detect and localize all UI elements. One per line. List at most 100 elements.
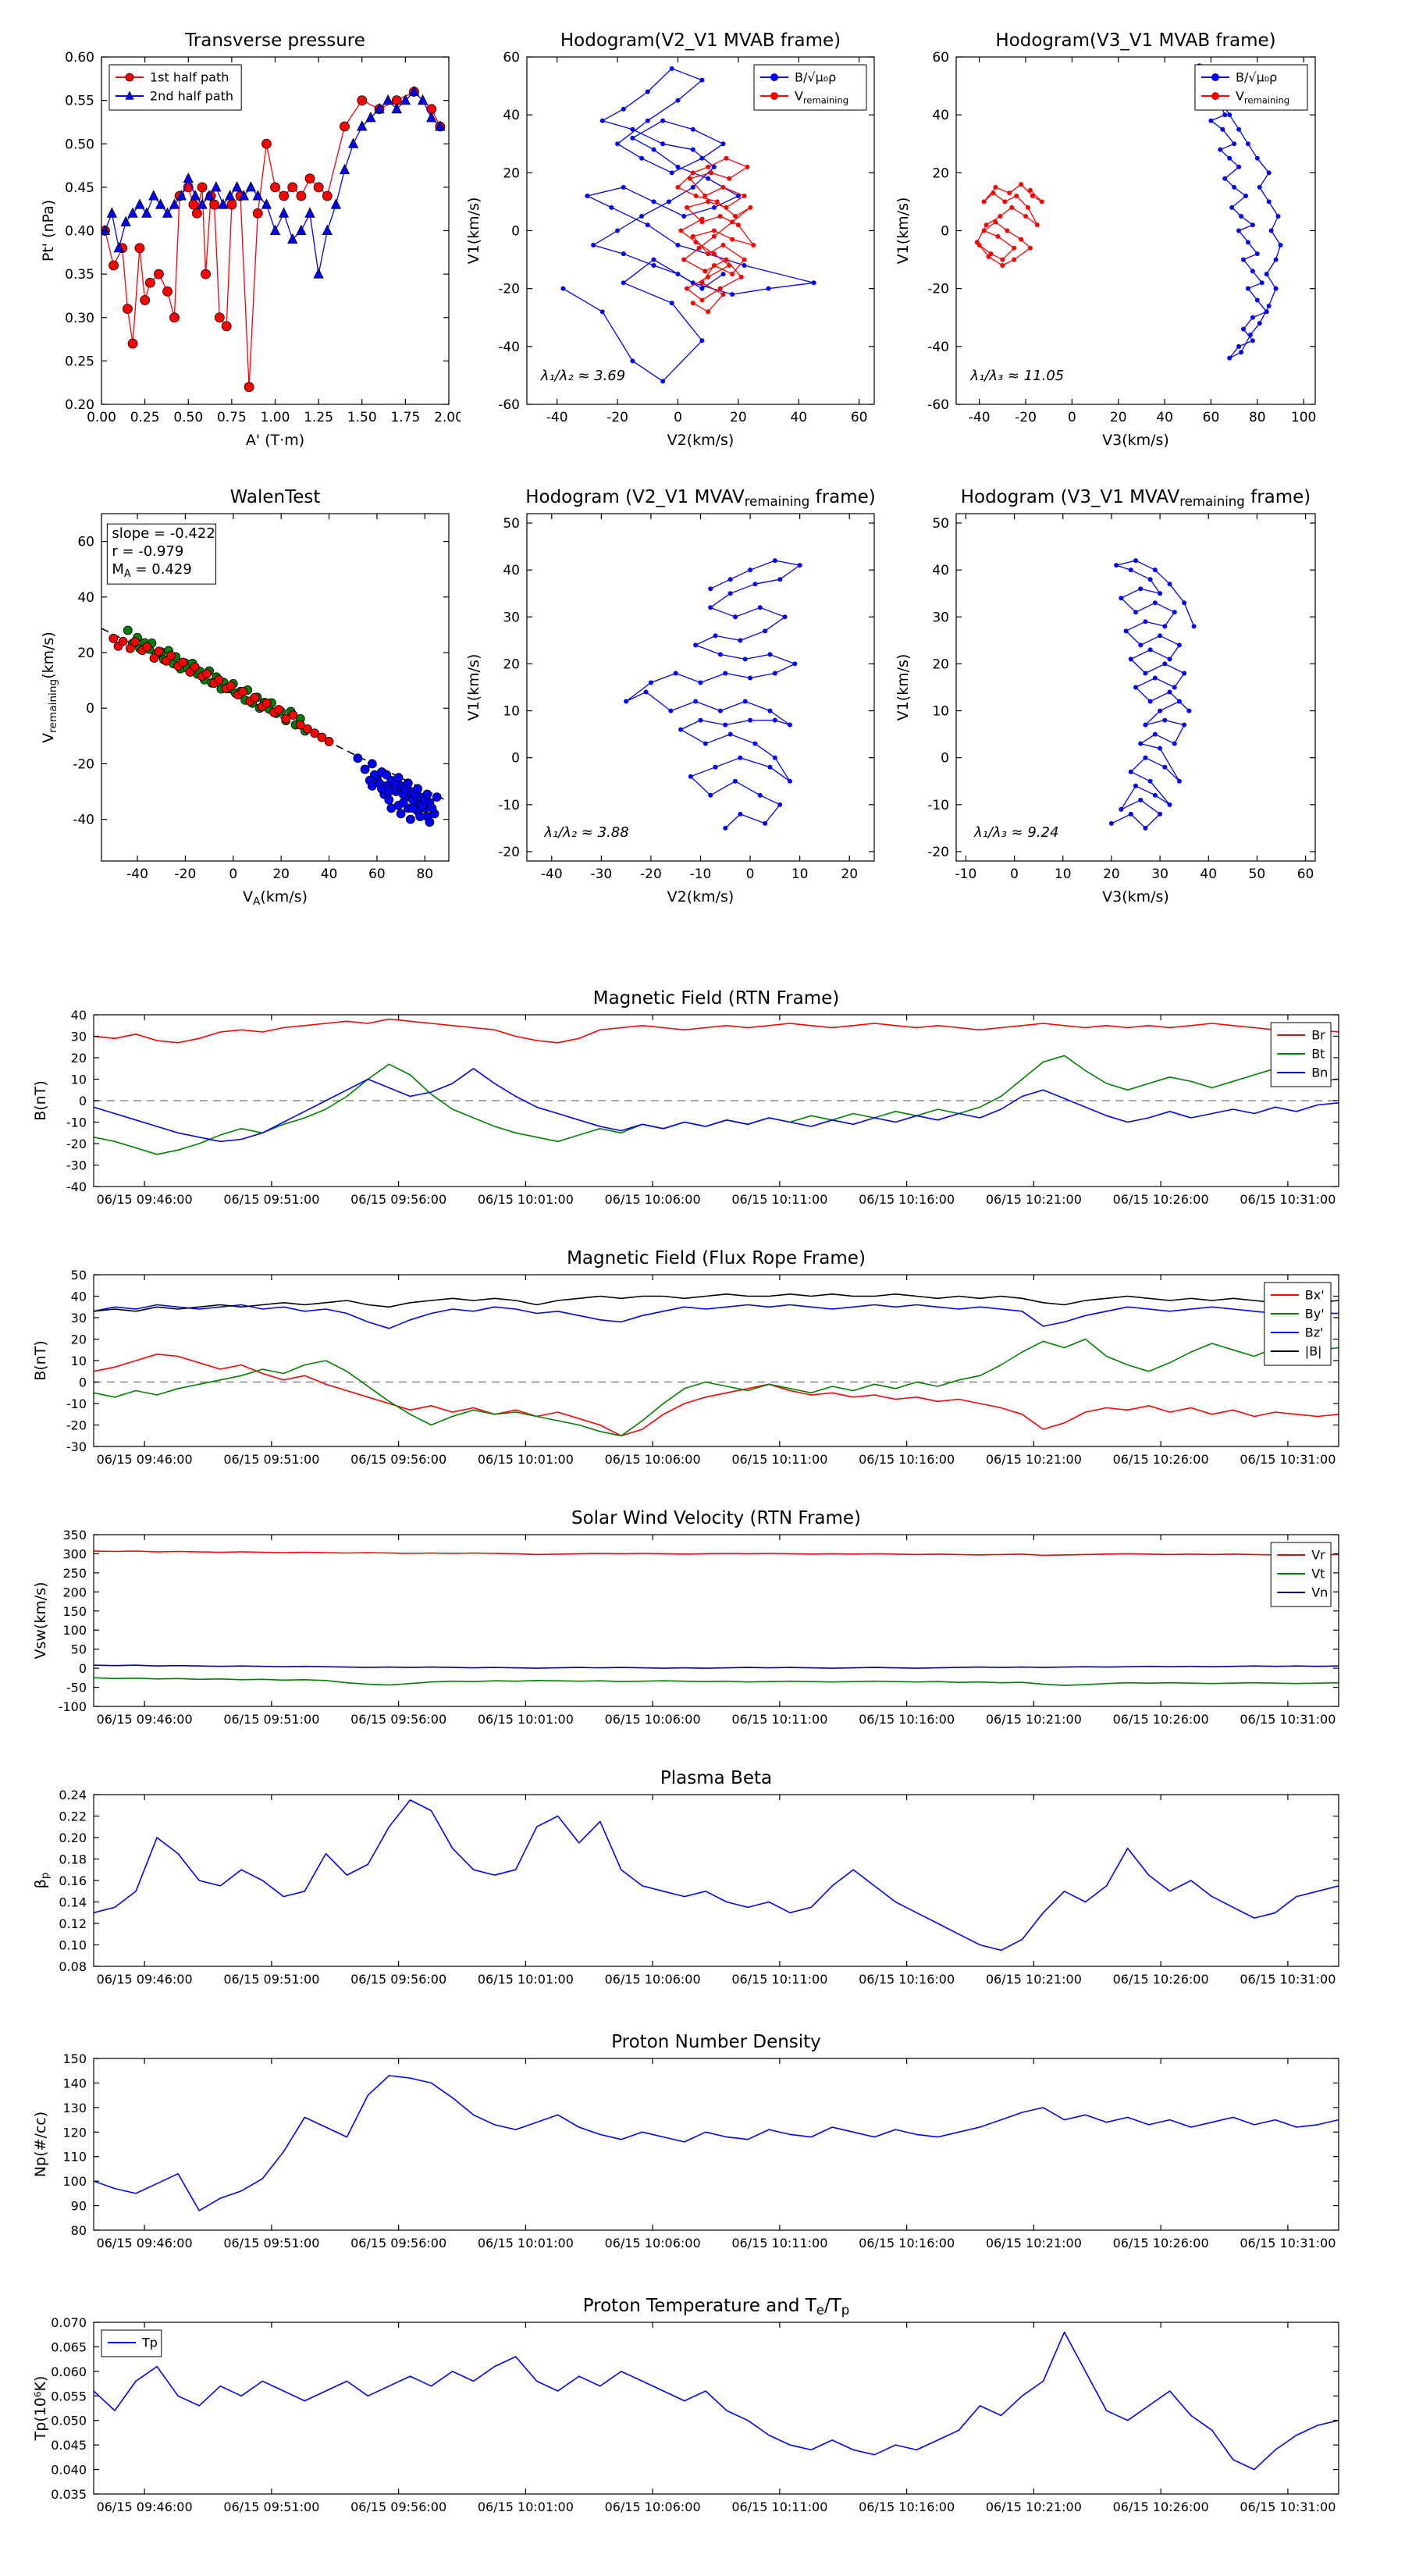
svg-text:1.25: 1.25 — [304, 410, 333, 425]
svg-text:0.12: 0.12 — [59, 1916, 87, 1931]
svg-text:60: 60 — [1297, 866, 1314, 882]
svg-text:Bn: Bn — [1311, 1066, 1328, 1080]
svg-text:1.00: 1.00 — [261, 410, 290, 425]
svg-text:100: 100 — [62, 1623, 87, 1638]
svg-text:0.050: 0.050 — [51, 2414, 87, 2428]
svg-text:0.18: 0.18 — [59, 1852, 87, 1867]
svg-text:20: 20 — [1103, 866, 1120, 882]
svg-text:110: 110 — [62, 2150, 87, 2165]
svg-text:20: 20 — [841, 866, 858, 882]
svg-text:Proton Temperature and Te/Tp: Proton Temperature and Te/Tp — [583, 2296, 850, 2318]
svg-text:06/15 10:11:00: 06/15 10:11:00 — [731, 1972, 827, 1987]
ts2-svg: 06/15 09:46:00 06/15 09:51:00 06/15 09:56:… — [32, 1248, 1339, 1467]
svg-text:06/15 10:16:00: 06/15 10:16:00 — [859, 2500, 955, 2514]
proton-temperature-chart: 06/15 09:46:00 06/15 09:51:00 06/15 09:56:… — [16, 2287, 1389, 2529]
svg-text:06/15 10:16:00: 06/15 10:16:00 — [859, 1192, 955, 1207]
svg-text:1.50: 1.50 — [347, 410, 377, 425]
svg-text:0: 0 — [79, 1375, 87, 1390]
svg-text:Np(#/cc): Np(#/cc) — [32, 2112, 49, 2177]
svg-text:-30: -30 — [590, 866, 612, 882]
svg-text:06/15 10:06:00: 06/15 10:06:00 — [605, 1452, 701, 1467]
svg-text:Vremaining(km/s): Vremaining(km/s) — [40, 632, 59, 743]
svg-text:0.22: 0.22 — [59, 1809, 87, 1824]
svg-text:40: 40 — [1200, 866, 1217, 882]
ts5-svg: 06/15 09:46:00 06/15 09:51:00 06/15 09:56:… — [32, 2032, 1339, 2250]
svg-text:Pt' (nPa): Pt' (nPa) — [40, 200, 57, 262]
svg-text:06/15 10:21:00: 06/15 10:21:00 — [986, 2236, 1082, 2250]
svg-text:06/15 09:46:00: 06/15 09:46:00 — [97, 2236, 193, 2250]
svg-text:0.24: 0.24 — [59, 1788, 87, 1802]
svg-text:V3(km/s): V3(km/s) — [1102, 888, 1169, 906]
svg-text:Hodogram(V2_V1 MVAB frame): Hodogram(V2_V1 MVAB frame) — [560, 30, 841, 51]
svg-text:-20: -20 — [175, 866, 197, 882]
svg-text:0: 0 — [1068, 410, 1076, 425]
svg-text:40: 40 — [932, 108, 949, 123]
svg-text:06/15 09:46:00: 06/15 09:46:00 — [97, 1192, 193, 1207]
svg-text:06/15 09:56:00: 06/15 09:56:00 — [350, 1712, 446, 1727]
svg-text:40: 40 — [71, 1290, 87, 1304]
svg-text:06/15 10:16:00: 06/15 10:16:00 — [859, 1452, 955, 1467]
svg-text:06/15 10:31:00: 06/15 10:31:00 — [1240, 1972, 1336, 1987]
svg-text:40: 40 — [503, 563, 520, 578]
hodogram-v2v1-mvab-chart: -40 -20 0 20 40 60 -60 -40 -20 0 20 40 60 Hodogram(V2… — [449, 20, 886, 461]
svg-text:10: 10 — [71, 1354, 87, 1368]
svg-text:0.065: 0.065 — [51, 2339, 87, 2354]
svg-text:Magnetic Field (RTN Frame): Magnetic Field (RTN Frame) — [593, 988, 840, 1009]
svg-text:60: 60 — [932, 50, 949, 66]
svg-text:60: 60 — [1203, 410, 1220, 425]
svg-text:06/15 09:46:00: 06/15 09:46:00 — [97, 1972, 193, 1987]
p6-svg: -10 0 10 20 30 40 50 60 -20 -10 0 10 20 30 40 50 Hodogra… — [895, 487, 1316, 906]
svg-text:10: 10 — [1055, 866, 1072, 882]
svg-text:Vt: Vt — [1311, 1567, 1325, 1582]
svg-text:06/15 09:56:00: 06/15 09:56:00 — [350, 1972, 446, 1987]
svg-text:06/15 10:06:00: 06/15 10:06:00 — [605, 2500, 701, 2514]
svg-text:06/15 10:26:00: 06/15 10:26:00 — [1113, 2236, 1209, 2250]
svg-text:06/15 10:26:00: 06/15 10:26:00 — [1113, 1712, 1209, 1727]
svg-text:06/15 10:06:00: 06/15 10:06:00 — [605, 1192, 701, 1207]
svg-text:0.00: 0.00 — [87, 410, 116, 425]
svg-text:0.60: 0.60 — [65, 50, 94, 66]
svg-text:80: 80 — [1249, 410, 1266, 425]
svg-text:06/15 10:21:00: 06/15 10:21:00 — [986, 1712, 1082, 1727]
svg-text:06/15 10:31:00: 06/15 10:31:00 — [1240, 1452, 1336, 1467]
svg-text:MA = 0.429: MA = 0.429 — [112, 561, 191, 580]
svg-text:06/15 09:46:00: 06/15 09:46:00 — [97, 2500, 193, 2514]
svg-text:0: 0 — [941, 751, 949, 767]
p4-svg: -40 -20 0 20 40 60 80 -40 -20 0 20 40 60 WalenTest VA(… — [40, 487, 450, 908]
svg-text:06/15 09:51:00: 06/15 09:51:00 — [223, 1452, 319, 1467]
svg-text:0: 0 — [79, 1661, 87, 1676]
svg-text:-40: -40 — [126, 866, 148, 882]
svg-text:-60: -60 — [927, 397, 949, 413]
svg-text:B/√μ₀ρ: B/√μ₀ρ — [1236, 70, 1277, 85]
svg-text:Hodogram (V3_V1 MVAVremaining: Hodogram (V3_V1 MVAVremaining frame) — [961, 487, 1311, 509]
svg-text:40: 40 — [1156, 410, 1173, 425]
svg-text:10: 10 — [503, 704, 520, 720]
p5-svg: -40 -30 -20 -10 0 10 20 -20 -10 0 10 20 30 40 50 Hodogr… — [465, 487, 876, 906]
svg-text:80: 80 — [416, 866, 433, 882]
svg-text:Tp(10⁶K): Tp(10⁶K) — [32, 2376, 49, 2442]
svg-text:20: 20 — [932, 656, 949, 672]
svg-text:λ₁/λ₂ ≈ 3.69: λ₁/λ₂ ≈ 3.69 — [540, 368, 625, 384]
p2-svg: -40 -20 0 20 40 60 -60 -40 -20 0 20 40 60 Hodogram(V2… — [465, 30, 875, 449]
svg-text:30: 30 — [71, 1030, 87, 1044]
magnetic-field-rtn-chart: 06/15 09:46:00 06/15 09:51:00 06/15 09:56:… — [16, 980, 1389, 1222]
svg-text:06/15 10:01:00: 06/15 10:01:00 — [478, 1452, 574, 1467]
svg-text:-10: -10 — [66, 1397, 87, 1411]
svg-text:120: 120 — [62, 2125, 87, 2140]
ts6-svg: 06/15 09:46:00 06/15 09:51:00 06/15 09:56:… — [32, 2296, 1339, 2514]
svg-text:-50: -50 — [66, 1681, 87, 1695]
hodogram-v3v1-mvav-chart: -10 0 10 20 30 40 50 60 -20 -10 0 10 20 30 40 50 Hodogra… — [878, 476, 1331, 917]
svg-text:0.50: 0.50 — [173, 410, 203, 425]
svg-text:20: 20 — [503, 165, 520, 181]
svg-text:60: 60 — [851, 410, 868, 425]
svg-text:140: 140 — [62, 2076, 87, 2090]
svg-text:0: 0 — [79, 1094, 87, 1108]
svg-text:06/15 10:21:00: 06/15 10:21:00 — [986, 1972, 1082, 1987]
svg-text:Vremaining: Vremaining — [1236, 89, 1289, 106]
magnetic-field-flux-rope-chart: 06/15 09:46:00 06/15 09:51:00 06/15 09:56:… — [16, 1240, 1389, 1482]
svg-text:Vn: Vn — [1311, 1585, 1328, 1600]
svg-text:V2(km/s): V2(km/s) — [667, 888, 735, 906]
svg-text:0.14: 0.14 — [59, 1895, 87, 1910]
svg-text:06/15 10:01:00: 06/15 10:01:00 — [478, 2236, 574, 2250]
svg-text:50: 50 — [932, 516, 949, 532]
